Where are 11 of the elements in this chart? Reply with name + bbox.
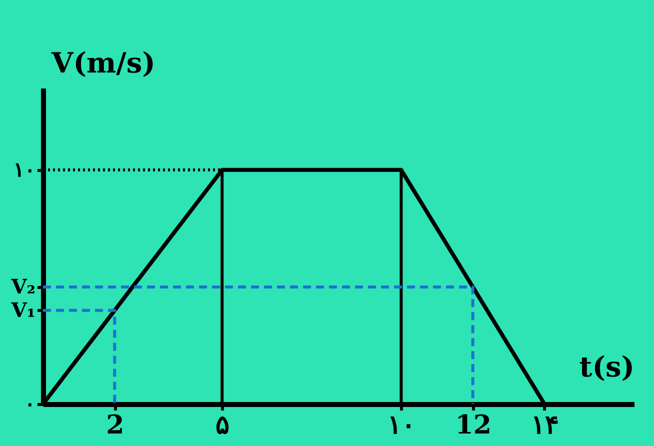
y-tick-label: ۰ [24, 392, 36, 416]
x-tick-label: ۱۰ [388, 410, 416, 440]
x-tick-label: ۱۴ [530, 410, 559, 440]
y-tick-label: ۱۰ [14, 157, 36, 182]
x-tick-label: 2 [106, 410, 124, 440]
y-tick-label: V₁ [10, 298, 36, 322]
x-tick-label: ۵ [216, 410, 230, 440]
y-tick-label: V₂ [10, 274, 36, 298]
y-axis-title: V(m/s) [50, 46, 156, 80]
x-tick-label: 12 [455, 410, 492, 440]
x-axis-title: t(s) [579, 350, 634, 384]
